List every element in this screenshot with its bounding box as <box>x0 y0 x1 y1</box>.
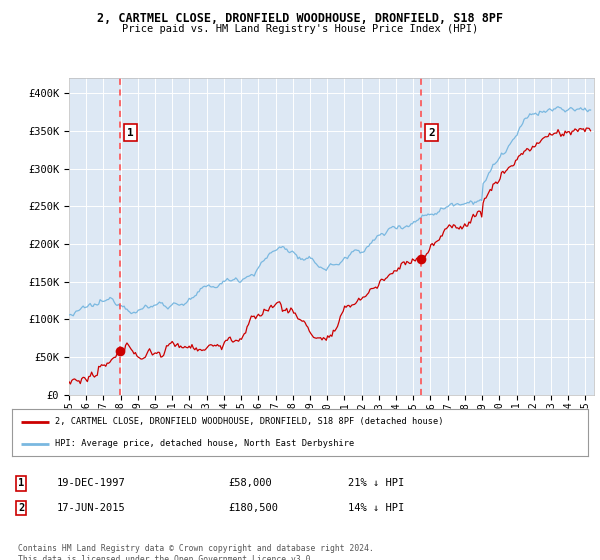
Text: 2, CARTMEL CLOSE, DRONFIELD WOODHOUSE, DRONFIELD, S18 8PF: 2, CARTMEL CLOSE, DRONFIELD WOODHOUSE, D… <box>97 12 503 25</box>
Text: HPI: Average price, detached house, North East Derbyshire: HPI: Average price, detached house, Nort… <box>55 439 355 448</box>
Text: 17-JUN-2015: 17-JUN-2015 <box>57 503 126 513</box>
Text: 1: 1 <box>127 128 134 138</box>
Text: Contains HM Land Registry data © Crown copyright and database right 2024.
This d: Contains HM Land Registry data © Crown c… <box>18 544 374 560</box>
Text: Price paid vs. HM Land Registry's House Price Index (HPI): Price paid vs. HM Land Registry's House … <box>122 24 478 34</box>
Text: 19-DEC-1997: 19-DEC-1997 <box>57 478 126 488</box>
Text: 1: 1 <box>18 478 24 488</box>
Text: 14% ↓ HPI: 14% ↓ HPI <box>348 503 404 513</box>
Text: 2, CARTMEL CLOSE, DRONFIELD WOODHOUSE, DRONFIELD, S18 8PF (detached house): 2, CARTMEL CLOSE, DRONFIELD WOODHOUSE, D… <box>55 417 444 426</box>
Text: 2: 2 <box>428 128 435 138</box>
Text: £58,000: £58,000 <box>228 478 272 488</box>
Text: £180,500: £180,500 <box>228 503 278 513</box>
Text: 21% ↓ HPI: 21% ↓ HPI <box>348 478 404 488</box>
Text: 2: 2 <box>18 503 24 513</box>
